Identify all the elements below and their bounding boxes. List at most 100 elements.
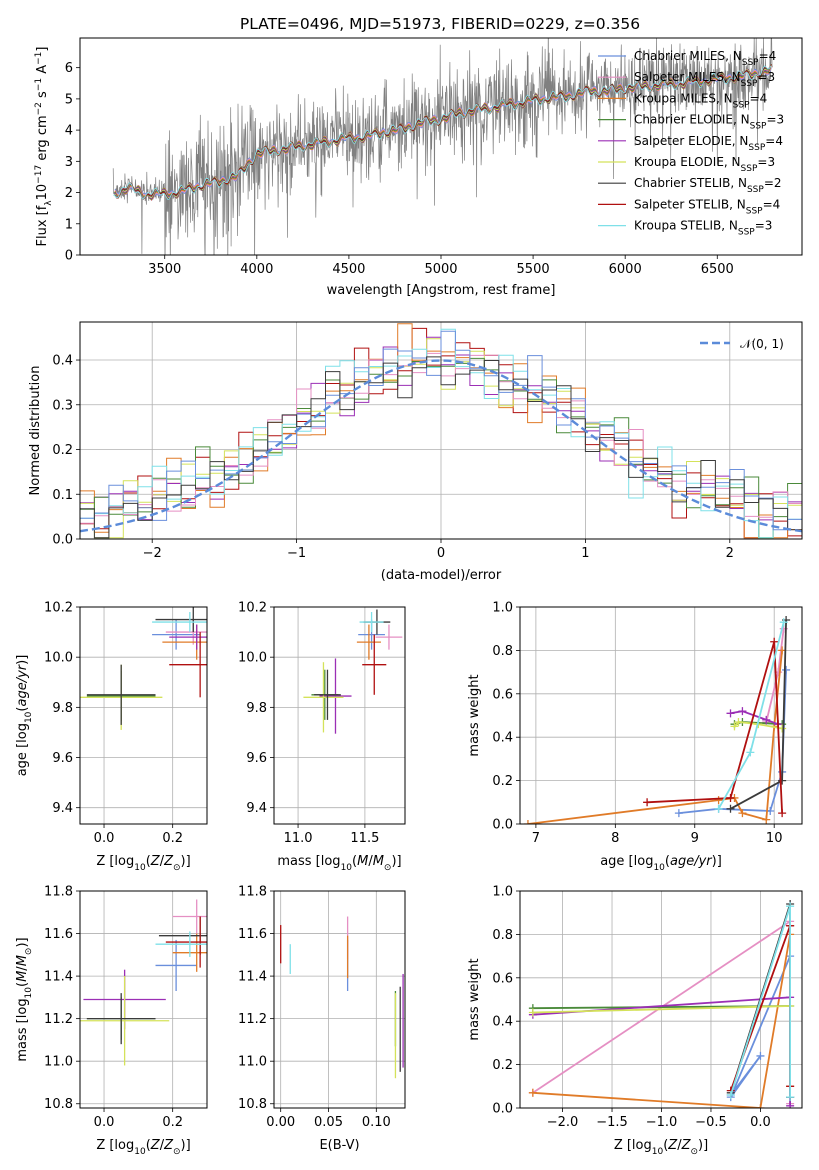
x-tick-label: 9 [691, 831, 699, 846]
weight-marker [643, 798, 652, 807]
x-tick-label: 1 [581, 546, 589, 561]
x-tick-label: −0.5 [695, 1115, 727, 1130]
x-tick-label: −1.5 [596, 1115, 628, 1130]
weight-marker [762, 715, 771, 724]
weight-marker [779, 618, 788, 627]
weight-marker [762, 815, 771, 824]
x-axis-label: mass [log10(M/M⊙)] [277, 854, 401, 873]
weight-marker [746, 748, 755, 757]
y-tick-label: 11.2 [44, 1012, 73, 1027]
errorbar-0 [152, 619, 201, 650]
errorbar-4 [169, 624, 207, 650]
weight-marker [528, 1008, 537, 1017]
axes-mass_vs_EBV: 0.00 0.05 0.10 10.8 11.0 11.2 11.4 11.6 11.8 E(B-… [238, 885, 406, 1153]
observed-spectrum-line [112, 38, 773, 255]
weight-line-7 [647, 641, 783, 814]
errorbar-1 [172, 899, 207, 934]
weight-marker [734, 718, 743, 727]
x-tick-label: 5500 [517, 262, 550, 277]
errorbar-7 [165, 916, 207, 968]
weight-marker [782, 665, 791, 674]
y-tick-label: 3 [65, 155, 73, 170]
errorbar-8 [155, 931, 207, 957]
axes-frame [273, 606, 406, 825]
x-tick-label: 5000 [424, 262, 457, 277]
weight-marker [726, 804, 735, 813]
weight-marker [523, 820, 532, 824]
y-tick-label: 0.3 [52, 398, 73, 413]
weight-marker [770, 637, 779, 646]
weight-marker [528, 1088, 537, 1097]
y-tick-label: 9.6 [246, 751, 267, 766]
axes-frame [79, 890, 208, 1109]
y-tick-label: 2 [65, 186, 73, 201]
weight-line-5 [532, 1005, 791, 1014]
y-axis-label: Flux [fλ10−17 erg cm−2 s−1 A−1] [34, 47, 54, 247]
x-tick-label: 6500 [701, 262, 734, 277]
errorbar-9 [86, 993, 156, 1045]
y-tick-label: 0.4 [492, 731, 513, 746]
y-tick-label: 5 [65, 92, 73, 107]
y-tick-label: 0.0 [492, 1102, 513, 1117]
y-tick-label: 0.6 [492, 687, 513, 702]
weight-marker [714, 804, 723, 813]
y-tick-label: 9.6 [52, 751, 73, 766]
y-tick-label: 0.6 [492, 971, 513, 986]
y-axis-label: mass weight [467, 674, 482, 756]
weight-marker [726, 793, 735, 802]
plot-area-spectrum [112, 38, 773, 255]
axes-weight_vs_Z: −2.0 −1.5 −1.0 −0.5 0.0 0.0 0.2 0.4 0.6 0.8 1.0 Z [… [467, 885, 803, 1157]
x-tick-label: 0.0 [750, 1115, 771, 1130]
plot-area-age_vs_Z [80, 607, 207, 730]
x-tick-label: 0.2 [162, 831, 183, 846]
x-tick-label: 4500 [332, 262, 365, 277]
errorbar-1 [375, 624, 403, 650]
y-tick-label: 10.8 [44, 1097, 73, 1112]
weight-marker [786, 902, 795, 911]
axes-frame [273, 890, 406, 1109]
weight-marker [730, 722, 739, 731]
weight-marker [778, 724, 787, 733]
y-tick-label: 0.0 [52, 533, 73, 548]
y-tick-label: 10.0 [44, 651, 73, 666]
weight-marker [726, 1090, 735, 1099]
x-tick-label: −1 [287, 546, 306, 561]
weight-marker [726, 709, 735, 718]
x-tick-label: 0 [437, 546, 445, 561]
plot-area-weight_vs_age [523, 616, 791, 824]
y-tick-label: 11.6 [238, 927, 267, 942]
y-tick-label: 11.8 [238, 885, 267, 900]
y-tick-label: 11.2 [238, 1012, 267, 1027]
y-tick-label: 0.2 [492, 1058, 513, 1073]
y-tick-label: 10.8 [238, 1097, 267, 1112]
legend-label-0: Chabrier MILES, NSSP=4 [634, 49, 776, 68]
y-tick-label: 1.0 [492, 601, 513, 616]
x-tick-label: 0.10 [362, 1115, 391, 1130]
y-tick-label: 4 [65, 124, 73, 139]
y-tick-label: 10.2 [238, 601, 267, 616]
x-tick-label: 7 [532, 831, 540, 846]
legend-label-3: Chabrier ELODIE, NSSP=3 [634, 113, 784, 132]
weight-marker [756, 1104, 765, 1108]
y-tick-label: 0.4 [492, 1015, 513, 1030]
axes-frame [519, 890, 803, 1109]
y-tick-label: 10.0 [238, 651, 267, 666]
legend-label-4: Salpeter ELODIE, NSSP=4 [634, 134, 783, 153]
x-tick-label: 0.00 [266, 1115, 295, 1130]
plot-area-mass_vs_EBV [280, 916, 404, 1079]
errorbar-2 [172, 933, 207, 972]
x-tick-label: −2 [143, 546, 162, 561]
errorbar-9 [314, 669, 341, 720]
errorbar-9 [86, 664, 156, 725]
legend: Chabrier MILES, NSSP=4 Salpeter MILES, NS… [598, 49, 784, 238]
weight-marker [714, 796, 723, 805]
x-tick-label: 3500 [148, 262, 181, 277]
errorbar-2 [356, 624, 381, 660]
y-tick-label: 11.4 [44, 970, 73, 985]
y-tick-label: 0.4 [52, 354, 73, 369]
y-tick-label: 0.1 [52, 488, 73, 503]
y-axis-label: mass [log10(M/M⊙)] [15, 937, 34, 1061]
x-tick-label: 0.0 [94, 831, 115, 846]
y-tick-label: 11.4 [238, 970, 267, 985]
y-axis-label: age [log10(age/yr)] [15, 655, 34, 777]
